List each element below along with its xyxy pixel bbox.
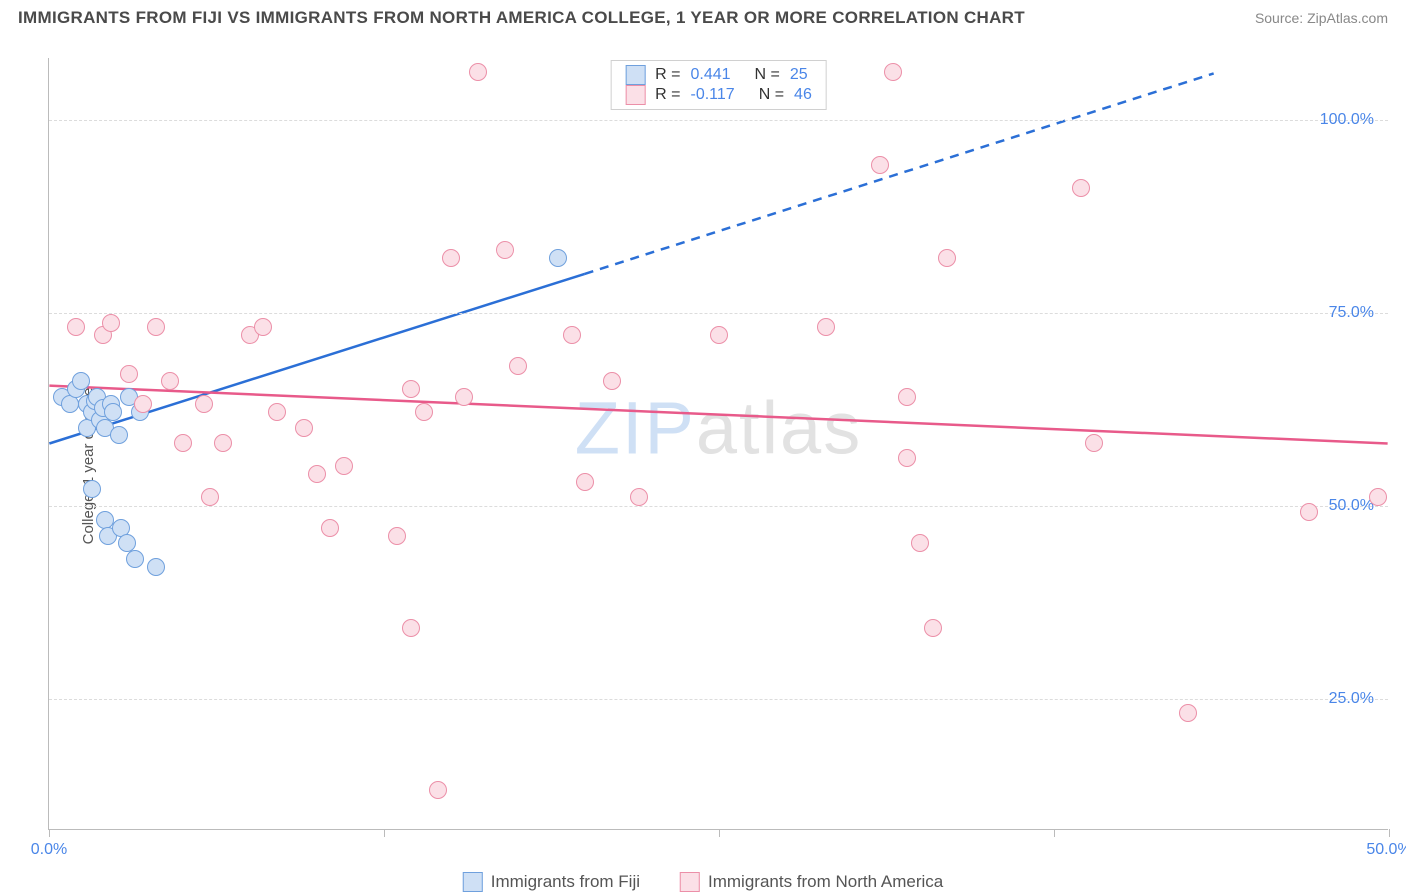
- legend-label: Immigrants from Fiji: [491, 872, 640, 892]
- data-point: [147, 318, 165, 336]
- data-point: [402, 619, 420, 637]
- data-point: [1369, 488, 1387, 506]
- data-point: [603, 372, 621, 390]
- chart-header: IMMIGRANTS FROM FIJI VS IMMIGRANTS FROM …: [0, 0, 1406, 34]
- x-tick-label: 0.0%: [31, 841, 67, 859]
- n-value: 25: [790, 66, 808, 84]
- gridline: [49, 699, 1388, 700]
- plot-area: ZIPatlas R = 0.441 N = 25 R = -0.117 N = 46 25.…: [48, 58, 1388, 830]
- data-point: [898, 449, 916, 467]
- r-label: R =: [655, 66, 680, 84]
- data-point: [83, 480, 101, 498]
- gridline: [49, 120, 1388, 121]
- gridline: [49, 313, 1388, 314]
- data-point: [321, 519, 339, 537]
- y-tick-label: 25.0%: [1329, 690, 1374, 708]
- data-point: [388, 527, 406, 545]
- data-point: [817, 318, 835, 336]
- x-tick-label: 50.0%: [1366, 841, 1406, 859]
- data-point: [576, 473, 594, 491]
- source-label: Source: ZipAtlas.com: [1255, 10, 1388, 26]
- data-point: [884, 63, 902, 81]
- data-point: [455, 388, 473, 406]
- data-point: [147, 558, 165, 576]
- x-tick: [1389, 829, 1390, 837]
- data-point: [67, 318, 85, 336]
- data-point: [1179, 704, 1197, 722]
- chart-container: College, 1 year or more ZIPatlas R =0.44…: [0, 40, 1406, 892]
- data-point: [174, 434, 192, 452]
- data-point: [110, 426, 128, 444]
- data-point: [308, 465, 326, 483]
- data-point: [630, 488, 648, 506]
- data-point: [195, 395, 213, 413]
- series-legend: Immigrants from Fiji Immigrants from Nort…: [463, 872, 943, 892]
- data-point: [295, 419, 313, 437]
- data-point: [509, 357, 527, 375]
- data-point: [1072, 179, 1090, 197]
- x-tick: [49, 829, 50, 837]
- n-value: 46: [794, 86, 812, 104]
- data-point: [102, 314, 120, 332]
- gridline: [49, 506, 1388, 507]
- data-point: [1085, 434, 1103, 452]
- r-value: -0.117: [691, 86, 735, 104]
- legend-row: R = -0.117 N = 46: [625, 85, 812, 105]
- data-point: [268, 403, 286, 421]
- watermark-part2: atlas: [696, 387, 862, 470]
- y-tick-label: 50.0%: [1329, 497, 1374, 515]
- n-label: N =: [759, 86, 784, 104]
- legend-swatch: [625, 85, 645, 105]
- legend-swatch: [625, 65, 645, 85]
- data-point: [402, 380, 420, 398]
- legend-item: Immigrants from Fiji: [463, 872, 640, 892]
- data-point: [549, 249, 567, 267]
- data-point: [104, 403, 122, 421]
- legend-swatch: [680, 872, 700, 892]
- data-point: [134, 395, 152, 413]
- legend-row: R = 0.441 N = 25: [625, 65, 812, 85]
- watermark-part1: ZIP: [575, 387, 696, 470]
- correlation-legend: R = 0.441 N = 25 R = -0.117 N = 46: [610, 60, 827, 110]
- data-point: [214, 434, 232, 452]
- data-point: [871, 156, 889, 174]
- legend-swatch: [463, 872, 483, 892]
- n-label: N =: [755, 66, 780, 84]
- legend-label: Immigrants from North America: [708, 872, 943, 892]
- data-point: [898, 388, 916, 406]
- data-point: [496, 241, 514, 259]
- data-point: [938, 249, 956, 267]
- y-tick-label: 75.0%: [1329, 304, 1374, 322]
- data-point: [924, 619, 942, 637]
- data-point: [335, 457, 353, 475]
- x-tick: [1054, 829, 1055, 837]
- r-value: 0.441: [691, 66, 731, 84]
- data-point: [911, 534, 929, 552]
- data-point: [120, 365, 138, 383]
- data-point: [126, 550, 144, 568]
- watermark: ZIPatlas: [575, 386, 862, 471]
- data-point: [469, 63, 487, 81]
- data-point: [415, 403, 433, 421]
- x-tick: [719, 829, 720, 837]
- data-point: [563, 326, 581, 344]
- data-point: [1300, 503, 1318, 521]
- r-label: R =: [655, 86, 680, 104]
- data-point: [72, 372, 90, 390]
- data-point: [442, 249, 460, 267]
- x-tick: [384, 829, 385, 837]
- data-point: [201, 488, 219, 506]
- legend-item: Immigrants from North America: [680, 872, 943, 892]
- chart-title: IMMIGRANTS FROM FIJI VS IMMIGRANTS FROM …: [18, 8, 1025, 28]
- data-point: [254, 318, 272, 336]
- data-point: [429, 781, 447, 799]
- data-point: [710, 326, 728, 344]
- data-point: [161, 372, 179, 390]
- y-tick-label: 100.0%: [1320, 111, 1374, 129]
